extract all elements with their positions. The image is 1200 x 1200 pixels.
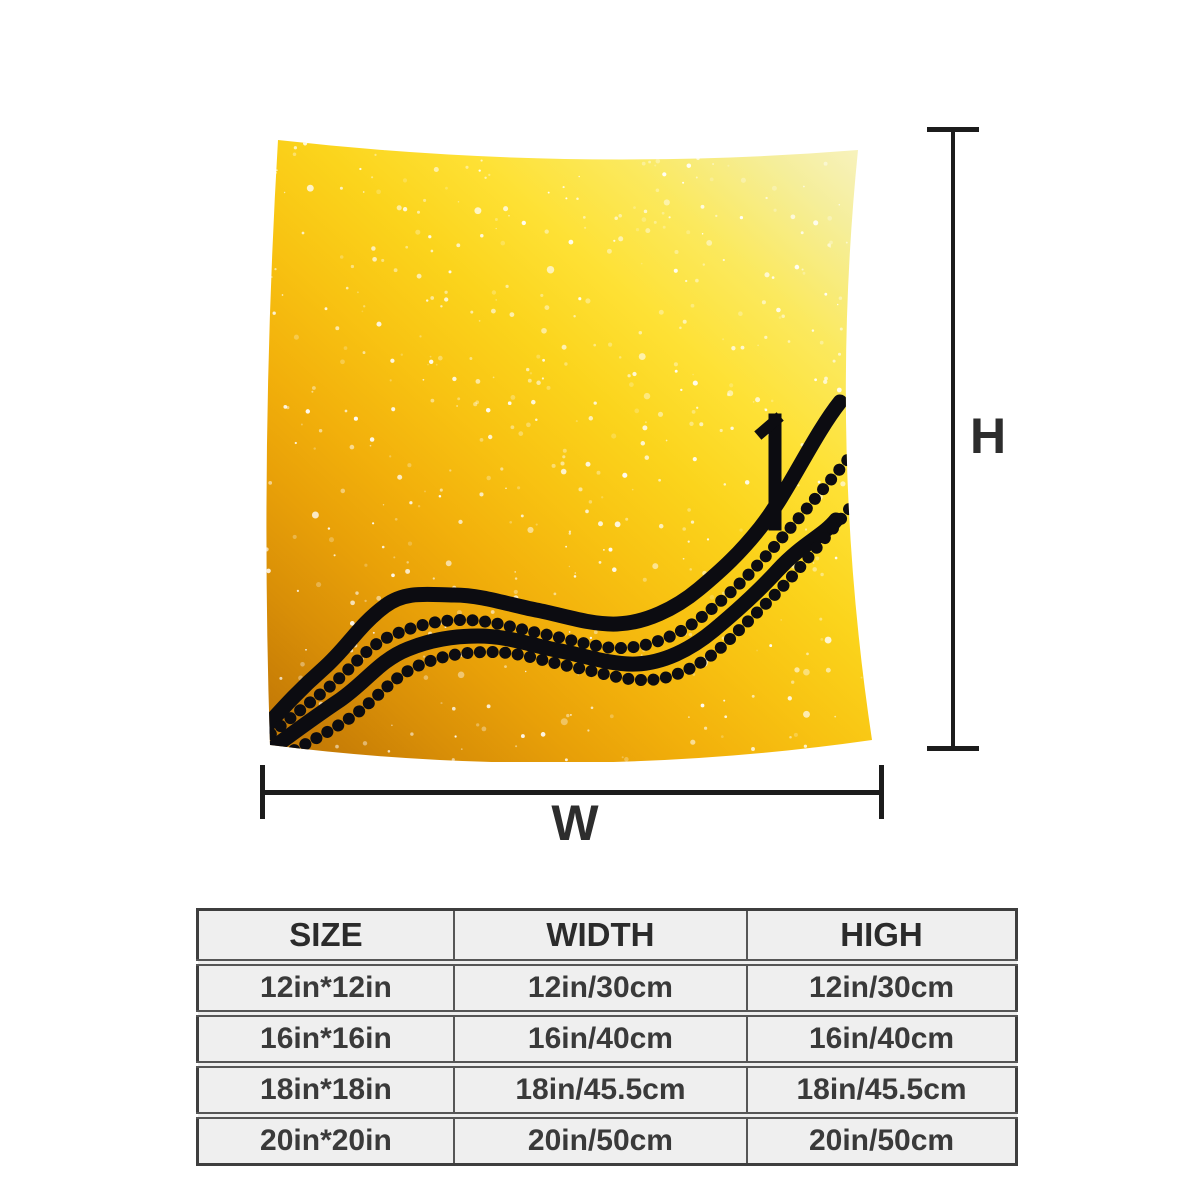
table-cell-high: 20in/50cm <box>746 1114 1018 1166</box>
table-cell-size: 16in*16in <box>196 1012 455 1066</box>
width-label: W <box>551 795 599 851</box>
height-dimension-line <box>951 129 955 749</box>
width-dimension-line <box>262 790 884 795</box>
table-row: 18in*18in 18in/45.5cm 18in/45.5cm <box>196 1063 1018 1117</box>
width-dimension-cap-right <box>879 765 884 819</box>
pillow-body <box>266 140 872 763</box>
wave-ribbon-top <box>266 394 848 738</box>
table-row: 20in*20in 20in/50cm 20in/50cm <box>196 1114 1018 1166</box>
ribbon-end-hook-foot <box>754 412 784 440</box>
size-table: SIZE WIDTH HIGH 12in*12in 12in/30cm 12in… <box>196 908 1018 1166</box>
table-cell-width: 20in/50cm <box>452 1114 749 1166</box>
table-cell-high: 12in/30cm <box>746 961 1018 1015</box>
height-label: H <box>969 408 1007 464</box>
table-cell-width: 16in/40cm <box>452 1012 749 1066</box>
table-cell-size: 12in*12in <box>196 961 455 1015</box>
table-cell-high: 16in/40cm <box>746 1012 1018 1066</box>
table-row: 16in*16in 16in/40cm 16in/40cm <box>196 1012 1018 1066</box>
size-table-header-row: SIZE WIDTH HIGH <box>196 908 1018 964</box>
table-cell-width: 18in/45.5cm <box>452 1063 749 1117</box>
height-dimension-cap-bottom <box>927 746 979 751</box>
table-cell-high: 18in/45.5cm <box>746 1063 1018 1117</box>
size-table-header-high: HIGH <box>746 908 1018 964</box>
wave-chain-upper <box>266 432 872 748</box>
table-cell-size: 20in*20in <box>196 1114 455 1166</box>
pillow-image <box>266 140 872 763</box>
table-cell-width: 12in/30cm <box>452 961 749 1015</box>
size-table-header-size: SIZE <box>196 908 455 964</box>
table-cell-size: 18in*18in <box>196 1063 455 1117</box>
wave-ribbon-bottom <box>266 512 844 761</box>
width-dimension-cap-left <box>260 765 265 819</box>
wave-chain-lower <box>266 472 872 763</box>
table-row: 12in*12in 12in/30cm 12in/30cm <box>196 961 1018 1015</box>
pillow-photo <box>258 128 884 763</box>
size-table-container: SIZE WIDTH HIGH 12in*12in 12in/30cm 12in… <box>196 908 1018 1166</box>
size-table-header-width: WIDTH <box>452 908 749 964</box>
height-dimension-cap-top <box>927 127 979 132</box>
